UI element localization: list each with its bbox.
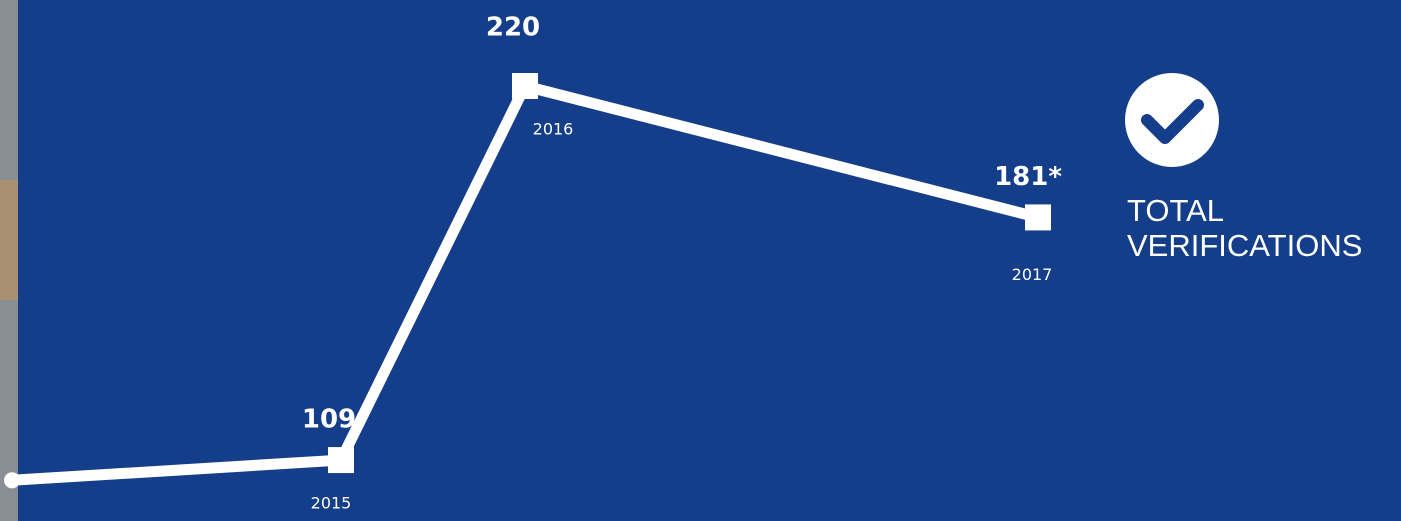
point-marker	[4, 472, 20, 489]
value-label: 220	[486, 13, 540, 43]
icon-check	[1141, 99, 1204, 144]
check-icon	[1125, 73, 1219, 167]
x-tick-label: 2015	[311, 494, 352, 513]
legend-entry: TOTAL VERIFICATIONS	[1127, 193, 1363, 264]
point-marker	[328, 447, 354, 474]
value-label: 181*	[994, 162, 1062, 192]
point-marker	[512, 73, 538, 99]
icon-circle	[1125, 73, 1219, 167]
photo-strip	[0, 180, 18, 300]
line	[11, 80, 1040, 486]
value-label: 109	[302, 405, 356, 435]
point-marker	[1025, 204, 1051, 231]
x-tick-label: 2016	[533, 120, 574, 139]
x-tick-label: 2017	[1012, 265, 1053, 284]
